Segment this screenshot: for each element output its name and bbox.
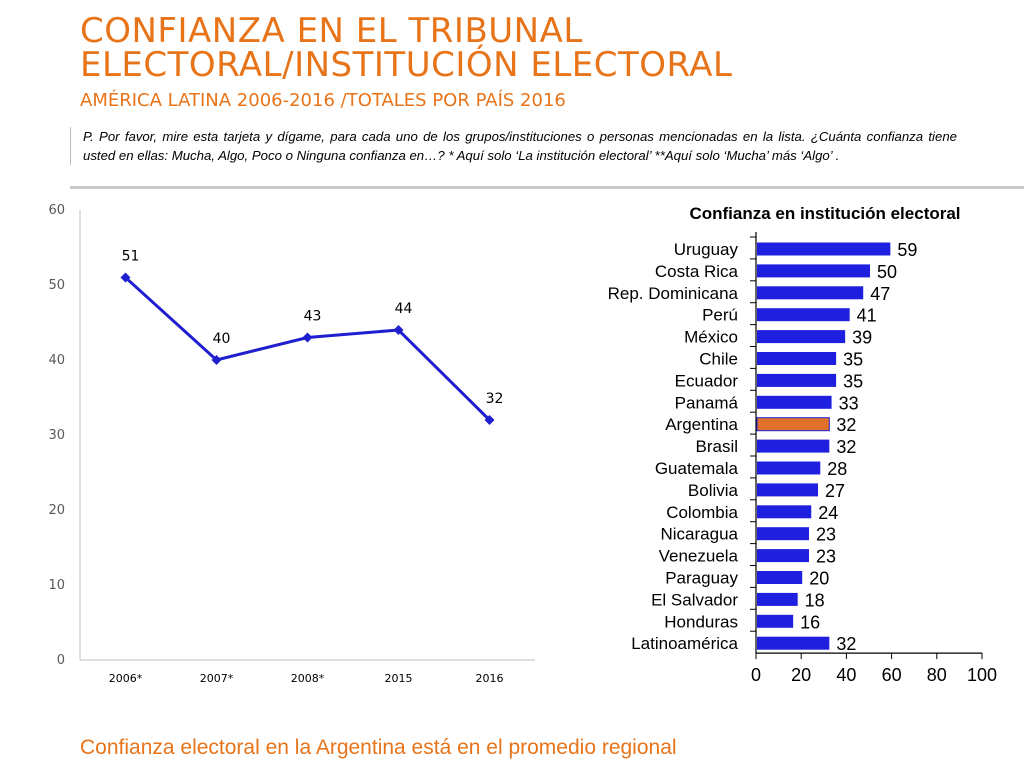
bar-value-label: 59	[897, 240, 917, 260]
category-label: Chile	[699, 350, 738, 369]
data-point	[484, 415, 495, 425]
bar	[757, 439, 830, 453]
title-line-2: ELECTORAL/INSTITUCIÓN ELECTORAL	[80, 45, 733, 85]
data-label: 32	[486, 391, 504, 407]
category-label: Rep. Dominicana	[608, 284, 739, 303]
data-label: 40	[213, 331, 231, 347]
bar	[757, 549, 809, 563]
bar	[757, 373, 837, 387]
x-tick-label: 2008*	[291, 672, 325, 685]
bar	[757, 614, 794, 628]
bar	[757, 571, 803, 584]
bar-chart: Confianza en institución electoral 0 20 40 6…	[608, 204, 997, 685]
y-tick-label: 10	[48, 578, 65, 593]
bar	[757, 592, 798, 606]
bar	[757, 264, 870, 278]
category-label: Colombia	[666, 503, 738, 522]
category-label: Perú	[702, 306, 738, 325]
category-label: Argentina	[665, 415, 738, 434]
bar-value-label: 35	[843, 371, 863, 391]
bar-value-label: 28	[827, 459, 847, 479]
series-line	[124, 276, 491, 422]
x-tick-label: 2015	[385, 672, 413, 685]
category-label: México	[684, 328, 738, 347]
data-label: 43	[304, 309, 322, 325]
category-label: Brasil	[695, 437, 738, 456]
category-label: Latinoamérica	[631, 634, 738, 653]
bar	[757, 636, 830, 650]
data-label: 44	[395, 301, 413, 317]
bar-value-label: 47	[870, 284, 890, 304]
bar-value-label: 41	[857, 306, 877, 326]
divider	[70, 186, 1024, 189]
category-label: Costa Rica	[655, 262, 739, 281]
footer-conclusion: Confianza electoral en la Argentina está…	[80, 736, 677, 759]
bar	[757, 242, 891, 256]
line-chart: 0 10 20 30 40 50 60 2006* 2007* 2008* 2015 2016 51 40…	[48, 203, 535, 685]
bar-value-label: 16	[800, 612, 820, 632]
x-tick-label: 2007*	[200, 672, 234, 685]
bar	[757, 308, 850, 322]
x-tick-label: 80	[927, 665, 947, 685]
bar	[757, 395, 832, 409]
bar-value-label: 39	[852, 328, 872, 348]
bar	[757, 461, 821, 475]
category-label: Ecuador	[675, 371, 739, 390]
y-tick-label: 60	[48, 203, 65, 218]
y-tick-label: 0	[57, 653, 65, 668]
x-tick-label: 0	[751, 665, 761, 685]
bar-value-label: 27	[825, 481, 845, 501]
category-label: El Salvador	[651, 590, 738, 609]
category-label: Nicaragua	[661, 525, 739, 544]
bar-value-label: 20	[809, 569, 829, 589]
bar-chart-title: Confianza en institución electoral	[689, 204, 960, 223]
data-point	[120, 272, 131, 283]
category-label: Uruguay	[674, 240, 739, 259]
category-label: Panamá	[675, 393, 739, 412]
data-point	[302, 332, 313, 343]
category-label: Venezuela	[659, 547, 739, 566]
bar	[757, 527, 809, 541]
bar	[757, 330, 846, 344]
y-tick-label: 30	[48, 428, 65, 443]
bar-value-label: 32	[836, 415, 856, 435]
bar-value-label: 32	[836, 437, 856, 457]
bar	[757, 483, 819, 497]
bar	[757, 352, 837, 365]
bar-value-label: 50	[877, 262, 897, 282]
x-tick-label: 2006*	[109, 672, 143, 685]
x-tick-label: 2016	[476, 672, 504, 685]
bar-value-label: 35	[843, 350, 863, 370]
page-subtitle: AMÉRICA LATINA 2006-2016 /TOTALES POR PA…	[80, 90, 566, 111]
bar	[757, 286, 864, 300]
x-tick-label: 60	[882, 665, 902, 685]
category-label: Paraguay	[665, 569, 738, 588]
y-tick-label: 50	[48, 278, 65, 293]
bar-value-label: 18	[805, 590, 825, 610]
x-tick-label: 40	[836, 665, 856, 685]
bar	[757, 505, 812, 519]
category-label: Honduras	[664, 612, 738, 631]
x-tick-label: 100	[967, 665, 997, 685]
category-label: Bolivia	[688, 481, 739, 500]
bar-highlight	[756, 417, 830, 432]
y-tick-label: 40	[48, 353, 65, 368]
category-label: Guatemala	[655, 459, 739, 478]
bar-value-label: 23	[816, 547, 836, 567]
bar-value-label: 33	[839, 393, 859, 413]
y-tick-label: 20	[48, 503, 65, 518]
page-title: CONFIANZA EN EL TRIBUNAL ELECTORAL/INSTI…	[80, 14, 732, 82]
title-line-1: CONFIANZA EN EL TRIBUNAL	[80, 11, 583, 51]
data-label: 51	[122, 249, 140, 265]
bar-value-label: 32	[836, 634, 856, 654]
bar-value-label: 23	[816, 525, 836, 545]
bar-value-label: 24	[818, 503, 838, 523]
survey-question: P. Por favor, mire esta tarjeta y dígame…	[70, 127, 957, 165]
data-point	[211, 355, 222, 365]
data-point	[393, 325, 404, 335]
x-tick-label: 20	[791, 665, 811, 685]
